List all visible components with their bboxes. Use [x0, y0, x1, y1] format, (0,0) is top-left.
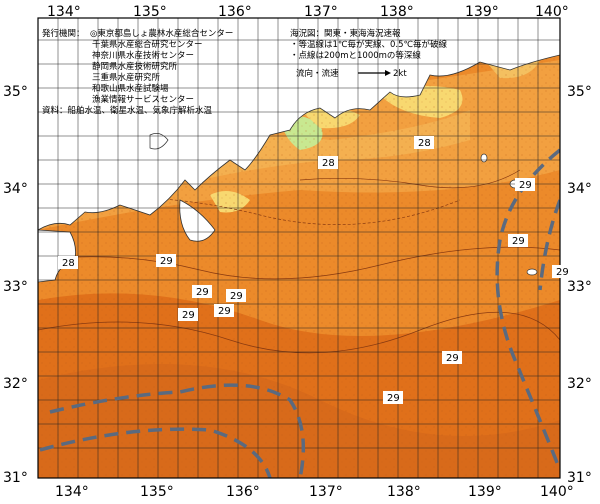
arrow-head-icon	[385, 70, 391, 76]
temp-label: 29	[230, 291, 243, 302]
land-area	[38, 18, 560, 283]
temp-label: 29	[218, 306, 231, 317]
kuroshio-current-lines	[39, 148, 560, 478]
lat-label: 33°	[567, 279, 592, 295]
lon-label: 135°	[133, 4, 167, 20]
temp-label: 29	[446, 353, 459, 364]
map-frame	[37, 17, 561, 479]
legend-block: 海況図：関東・東海海況速報 ・等温線は1℃毎が実線、0.5℃毎が破線 ・点線は2…	[290, 28, 448, 79]
publisher-3: 神奈川県水産技術センター	[92, 50, 194, 61]
temp-label: 29	[556, 267, 569, 278]
temp-label: 29	[160, 256, 173, 267]
depth-legend: ・点線は200mと1000mの等深線	[290, 50, 421, 61]
publisher-6: 和歌山県水産試験場	[92, 83, 169, 94]
lon-label: 137°	[309, 484, 343, 500]
lon-label: 140°	[540, 484, 574, 500]
lat-label: 31°	[3, 470, 28, 486]
lat-label: 34°	[567, 181, 592, 197]
data-sources: 資料：船舶水温、衛星水温、気象庁解析水温	[42, 105, 213, 116]
lon-label: 139°	[468, 484, 502, 500]
lon-label: 139°	[465, 4, 499, 20]
lat-label: 33°	[3, 279, 28, 295]
current-legend-label: 流向・流速	[296, 68, 339, 79]
longitude-labels-top: 134° 135° 136° 137° 138° 139° 140°	[47, 4, 569, 20]
latitude-labels-right: 35° 34° 33° 32° 31°	[567, 84, 592, 486]
lon-label: 138°	[387, 484, 421, 500]
temp-label: 29	[182, 310, 195, 321]
temp-label: 28	[322, 158, 335, 169]
temp-label: 28	[418, 138, 431, 149]
lon-label: 136°	[226, 484, 260, 500]
lon-label: 137°	[304, 4, 338, 20]
temp-label: 29	[196, 287, 209, 298]
publisher-1: ◎東京都島しょ農林水産総合センター	[90, 28, 233, 39]
publisher-7: 漁業情報サービスセンター	[92, 94, 194, 105]
temperature-labels: 28 28 29 28 29 29 29 29 29 29 29 29 29	[58, 136, 572, 404]
lon-label: 138°	[380, 4, 414, 20]
lat-label: 31°	[567, 470, 592, 486]
lat-label: 32°	[3, 376, 28, 392]
lon-label: 140°	[535, 4, 569, 20]
chart-name: 海況図：関東・東海海況速報	[290, 28, 401, 39]
lat-label: 32°	[567, 376, 592, 392]
lon-label: 134°	[47, 4, 81, 20]
isotherm-legend: ・等温線は1℃毎が実線、0.5℃毎が破線	[290, 39, 448, 50]
longitude-labels-bottom: 134° 135° 136° 137° 138° 139° 140°	[55, 484, 574, 500]
lon-label: 135°	[140, 484, 174, 500]
latitude-labels-left: 35° 34° 33° 32° 31°	[3, 84, 28, 486]
lat-label: 35°	[3, 84, 28, 100]
lon-label: 136°	[218, 4, 252, 20]
lat-label: 35°	[567, 84, 592, 100]
lat-lon-grid	[38, 18, 560, 478]
publisher-title: 発行機関：	[42, 28, 85, 39]
publisher-5: 三重県水産研究所	[92, 72, 161, 83]
publisher-block: 発行機関： ◎東京都島しょ農林水産総合センター 千葉県水産総合研究センター 神奈…	[42, 28, 233, 116]
temp-label: 29	[519, 180, 532, 191]
lon-label: 134°	[55, 484, 89, 500]
current-legend-unit: 2kt	[393, 69, 407, 79]
lat-label: 34°	[3, 181, 28, 197]
temp-label: 28	[62, 258, 75, 269]
temp-label: 29	[387, 393, 400, 404]
publisher-2: 千葉県水産総合研究センター	[92, 39, 203, 50]
temp-label: 29	[512, 236, 525, 247]
publisher-4: 静岡県水産技術研究所	[92, 61, 178, 72]
